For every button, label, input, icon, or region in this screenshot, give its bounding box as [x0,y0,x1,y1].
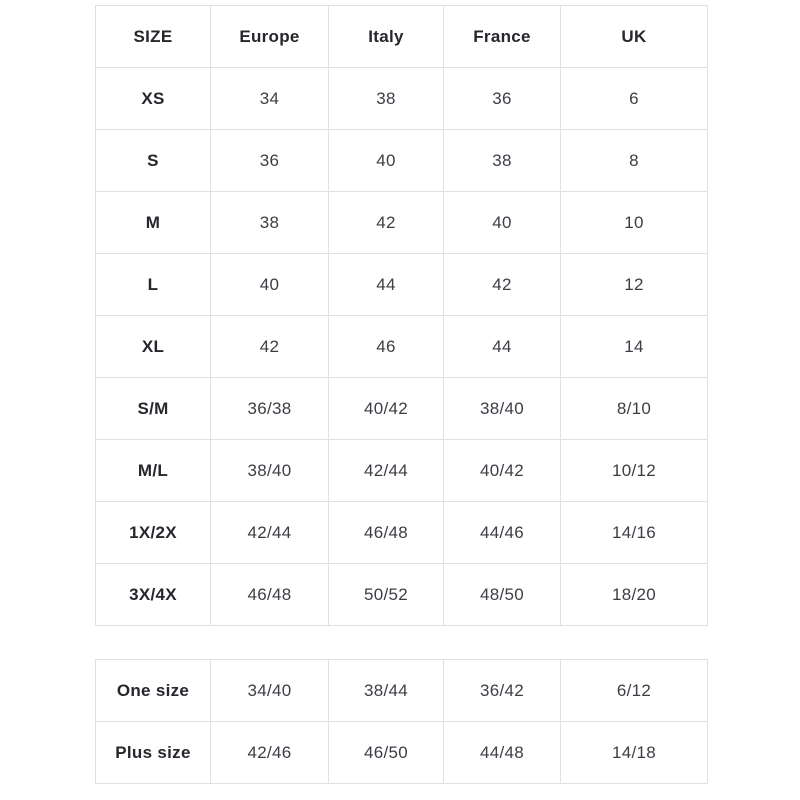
value-cell: 44/46 [443,501,561,564]
main-size-table: SIZE Europe Italy France UK XS 34 38 36 … [95,5,708,626]
column-header-italy: Italy [328,5,444,68]
row-m: M 38 42 40 10 [95,191,708,254]
value-cell: 40/42 [443,439,561,502]
value-cell: 18/20 [560,563,708,626]
row-l: L 40 44 42 12 [95,253,708,316]
value-cell: 6 [560,67,708,130]
value-cell: 42/46 [210,721,329,784]
value-cell: 14 [560,315,708,378]
row-label-cell: 3X/4X [95,563,211,626]
value-cell: 38 [443,129,561,192]
value-cell: 6/12 [560,659,708,722]
row-label-cell: XL [95,315,211,378]
value-cell: 46/50 [328,721,444,784]
row-s-m: S/M 36/38 40/42 38/40 8/10 [95,377,708,440]
value-cell: 38/44 [328,659,444,722]
row-label-cell: XS [95,67,211,130]
value-cell: 36/42 [443,659,561,722]
row-label-cell: S [95,129,211,192]
value-cell: 40 [328,129,444,192]
row-label-cell: M/L [95,439,211,502]
value-cell: 36 [210,129,329,192]
value-cell: 40 [210,253,329,316]
row-one-size: One size 34/40 38/44 36/42 6/12 [95,659,708,722]
row-m-l: M/L 38/40 42/44 40/42 10/12 [95,439,708,502]
row-label-cell: L [95,253,211,316]
value-cell: 40/42 [328,377,444,440]
column-header-france: France [443,5,561,68]
value-cell: 46 [328,315,444,378]
row-1x-2x: 1X/2X 42/44 46/48 44/46 14/16 [95,501,708,564]
value-cell: 42 [210,315,329,378]
row-label-cell: Plus size [95,721,211,784]
row-label-cell: M [95,191,211,254]
value-cell: 44 [443,315,561,378]
value-cell: 38/40 [443,377,561,440]
value-cell: 46/48 [328,501,444,564]
row-3x-4x: 3X/4X 46/48 50/52 48/50 18/20 [95,563,708,626]
value-cell: 8/10 [560,377,708,440]
value-cell: 34/40 [210,659,329,722]
value-cell: 42/44 [328,439,444,502]
value-cell: 44 [328,253,444,316]
value-cell: 10 [560,191,708,254]
value-cell: 38 [328,67,444,130]
value-cell: 36/38 [210,377,329,440]
row-label-cell: 1X/2X [95,501,211,564]
value-cell: 8 [560,129,708,192]
column-header-uk: UK [560,5,708,68]
value-cell: 48/50 [443,563,561,626]
value-cell: 44/48 [443,721,561,784]
special-size-table: One size 34/40 38/44 36/42 6/12 Plus siz… [95,659,708,784]
header-row: SIZE Europe Italy France UK [95,5,708,68]
value-cell: 42/44 [210,501,329,564]
value-cell: 46/48 [210,563,329,626]
value-cell: 14/16 [560,501,708,564]
value-cell: 10/12 [560,439,708,502]
row-s: S 36 40 38 8 [95,129,708,192]
value-cell: 42 [328,191,444,254]
row-xl: XL 42 46 44 14 [95,315,708,378]
value-cell: 14/18 [560,721,708,784]
value-cell: 38 [210,191,329,254]
column-header-europe: Europe [210,5,329,68]
value-cell: 34 [210,67,329,130]
value-cell: 40 [443,191,561,254]
row-xs: XS 34 38 36 6 [95,67,708,130]
value-cell: 38/40 [210,439,329,502]
value-cell: 12 [560,253,708,316]
row-label-cell: S/M [95,377,211,440]
value-cell: 42 [443,253,561,316]
value-cell: 36 [443,67,561,130]
column-header-size: SIZE [95,5,211,68]
row-plus-size: Plus size 42/46 46/50 44/48 14/18 [95,721,708,784]
row-label-cell: One size [95,659,211,722]
value-cell: 50/52 [328,563,444,626]
size-tables-container: SIZE Europe Italy France UK XS 34 38 36 … [95,5,708,784]
